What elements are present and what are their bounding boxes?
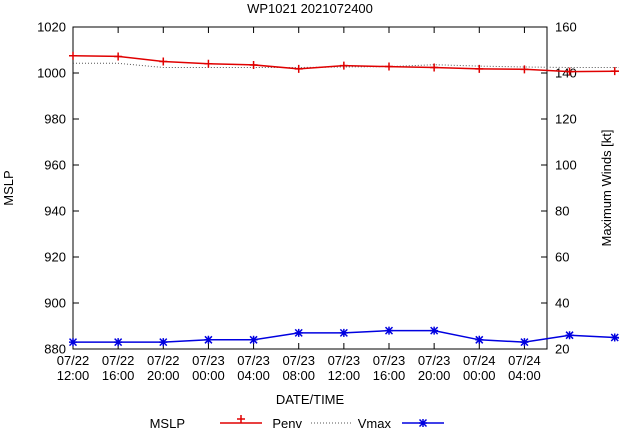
x-tick-label-date: 07/23: [192, 353, 225, 368]
penv-point: [114, 52, 123, 61]
vmax-point: [610, 333, 619, 342]
x-tick-label-time: 08:00: [282, 368, 315, 383]
vmax-point: [339, 328, 348, 337]
y-right-tick-label: 100: [555, 158, 577, 173]
y-left-tick-label: 980: [44, 112, 66, 127]
y-left-tick-label: 920: [44, 250, 66, 265]
x-tick-label-time: 12:00: [57, 368, 90, 383]
penv-point: [294, 64, 303, 73]
x-tick-label-time: 00:00: [192, 368, 225, 383]
penv-point: [339, 61, 348, 70]
x-tick-label-date: 07/22: [102, 353, 135, 368]
plot-frame: [72, 26, 548, 350]
penv-point: [520, 65, 529, 74]
y-right-tick-label: 140: [555, 66, 577, 81]
x-tick-label-time: 00:00: [463, 368, 496, 383]
y-left-tick-label: 1020: [37, 20, 66, 35]
x-axis-label: DATE/TIME: [276, 392, 345, 407]
y-right-axis-label: Maximum Winds [kt]: [599, 129, 614, 246]
x-tick-label-time: 16:00: [102, 368, 135, 383]
x-tick-label-time: 12:00: [328, 368, 361, 383]
penv-point: [69, 51, 77, 60]
penv-point: [249, 60, 258, 69]
penv-point: [475, 64, 484, 73]
vmax-line: [73, 329, 619, 343]
y-left-tick-label: 940: [44, 204, 66, 219]
vmax-point: [249, 335, 258, 344]
x-tick-label-time: 20:00: [147, 368, 180, 383]
legend-label-penv: Penv: [272, 416, 302, 431]
x-tick-label-date: 07/22: [57, 353, 90, 368]
vmax-point: [294, 328, 303, 337]
penv-point: [565, 67, 574, 76]
y-left-tick-label: 960: [44, 158, 66, 173]
vmax-point: [204, 335, 213, 344]
penv-point: [385, 62, 393, 71]
x-tick-label-date: 07/24: [508, 353, 541, 368]
penv-line: [72, 55, 619, 73]
vmax-point: [430, 326, 439, 335]
vmax-point: [565, 331, 574, 340]
y-right-tick-label: 60: [555, 250, 569, 265]
vmax-point: [384, 326, 394, 335]
vmax-point: [475, 335, 484, 344]
x-tick-label-time: 04:00: [237, 368, 270, 383]
x-tick-label-date: 07/23: [328, 353, 361, 368]
y-left-tick-label: 1000: [37, 66, 66, 81]
y-right-tick-label: 40: [555, 296, 569, 311]
legend-label-vmax: Vmax: [358, 416, 392, 431]
x-tick-label-date: 07/23: [237, 353, 270, 368]
vmax-point: [520, 338, 529, 347]
y-right-tick-label: 20: [555, 342, 569, 357]
x-tick-label-time: 20:00: [418, 368, 451, 383]
x-tick-label-date: 07/23: [373, 353, 406, 368]
y-right-tick-label: 120: [555, 112, 577, 127]
x-tick-label-time: 04:00: [508, 368, 541, 383]
penv-point: [610, 67, 619, 76]
x-tick-label-date: 07/22: [147, 353, 180, 368]
y-right-tick-label: 160: [555, 20, 577, 35]
y-right-tick-label: 80: [555, 204, 569, 219]
vmax-point: [114, 338, 123, 347]
x-tick-label-time: 16:00: [373, 368, 406, 383]
chart-title: WP1021 2021072400: [247, 1, 373, 16]
y-left-axis-label: MSLP: [1, 170, 16, 205]
y-left-tick-label: 900: [44, 296, 66, 311]
penv-point: [204, 59, 213, 68]
y-left-tick-label: 880: [44, 342, 66, 357]
x-tick-label-date: 07/24: [463, 353, 496, 368]
vmax-point: [68, 338, 78, 347]
legend-marker-mslp: [237, 415, 245, 423]
penv-point: [430, 63, 439, 72]
x-tick-label-date: 07/23: [282, 353, 315, 368]
dotted-line: [73, 62, 619, 68]
x-tick-label-date: 07/23: [418, 353, 451, 368]
legend-label-mslp: MSLP: [150, 416, 185, 431]
vmax-point: [159, 338, 168, 347]
legend-marker-vmax: [418, 418, 428, 428]
penv-point: [159, 57, 168, 66]
